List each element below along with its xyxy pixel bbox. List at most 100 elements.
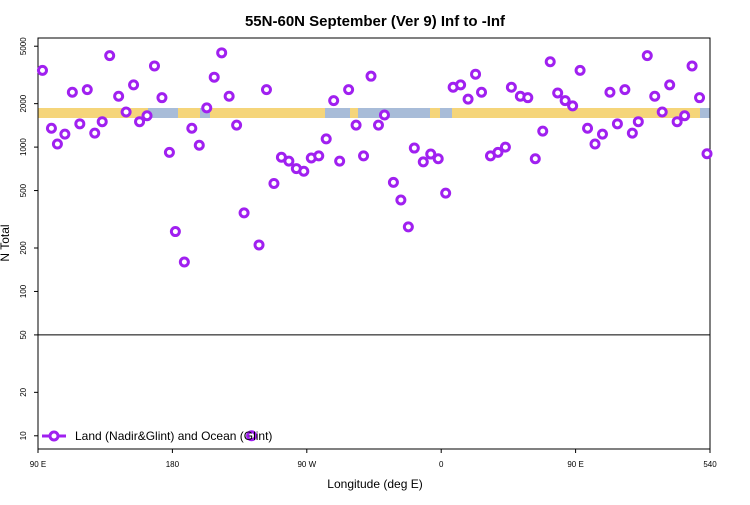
point	[372, 119, 384, 131]
point	[334, 155, 346, 167]
point	[387, 176, 399, 188]
point	[632, 116, 644, 128]
chart-title: 55N-60N September (Ver 9) Inf to -Inf	[245, 13, 506, 30]
point	[120, 106, 132, 118]
plot-frame	[37, 37, 711, 450]
x-tick-label: 90 W	[297, 460, 316, 469]
x-tick-label: 90 E	[567, 460, 583, 469]
point	[470, 68, 482, 80]
land-band	[350, 108, 358, 118]
point	[626, 127, 638, 139]
point	[378, 109, 390, 121]
point	[193, 139, 205, 151]
x-tick-label: 90 E	[30, 460, 46, 469]
point	[134, 116, 146, 128]
point	[686, 60, 698, 72]
land-band	[178, 108, 200, 118]
point	[81, 84, 93, 96]
point	[552, 87, 564, 99]
point	[679, 110, 691, 122]
point	[313, 150, 325, 162]
land-band	[430, 108, 440, 118]
point	[425, 148, 437, 160]
point	[701, 148, 713, 160]
point	[113, 90, 125, 102]
point	[216, 47, 228, 59]
point	[694, 92, 706, 104]
ocean-band	[38, 108, 710, 118]
point	[492, 146, 504, 158]
point	[432, 153, 444, 165]
point	[96, 116, 108, 128]
point	[51, 138, 63, 150]
point	[656, 106, 668, 118]
point	[522, 92, 534, 104]
point	[641, 50, 653, 62]
point	[604, 86, 616, 98]
point	[178, 256, 190, 268]
point	[664, 79, 676, 91]
point	[395, 194, 407, 206]
point	[186, 122, 198, 134]
point	[476, 86, 488, 98]
y-tick-label: 5000	[19, 37, 28, 55]
point	[328, 95, 340, 107]
point	[671, 116, 683, 128]
point	[36, 64, 48, 76]
point	[455, 79, 467, 91]
point	[201, 102, 213, 114]
point	[156, 92, 168, 104]
y-tick-label: 100	[19, 284, 28, 298]
y-tick-label: 50	[19, 330, 28, 339]
series	[36, 47, 713, 442]
point	[574, 64, 586, 76]
y-tick-label: 200	[19, 241, 28, 255]
point	[582, 122, 594, 134]
point	[408, 142, 420, 154]
point	[66, 86, 78, 98]
point	[358, 150, 370, 162]
x-tick-label: 540	[703, 460, 717, 469]
point	[223, 90, 235, 102]
point	[283, 155, 295, 167]
point	[238, 207, 250, 219]
land-band	[210, 108, 325, 118]
y-tick-label: 2000	[19, 94, 28, 112]
point	[350, 119, 362, 131]
y-tick-label: 500	[19, 183, 28, 197]
point	[231, 119, 243, 131]
point	[365, 70, 377, 82]
y-axis-label: N Total	[0, 224, 12, 261]
point	[440, 187, 452, 199]
point	[611, 118, 623, 130]
point	[649, 90, 661, 102]
x-tick-label: 180	[166, 460, 180, 469]
y-tick-label: 10	[19, 431, 28, 440]
y-tick-label: 20	[19, 387, 28, 396]
point	[402, 221, 414, 233]
legend-label: Land (Nadir&Glint) and Ocean (Glint)	[75, 429, 272, 443]
land-band	[38, 108, 148, 118]
x-tick-label: 0	[439, 460, 444, 469]
point	[246, 430, 258, 442]
point	[260, 84, 272, 96]
point	[253, 239, 265, 251]
point	[589, 138, 601, 150]
point	[208, 71, 220, 83]
point	[559, 95, 571, 107]
point	[462, 93, 474, 105]
point	[544, 56, 556, 68]
point	[59, 128, 71, 140]
point	[163, 146, 175, 158]
y-tick-label: 1000	[19, 138, 28, 156]
point	[45, 122, 57, 134]
legend-marker	[48, 430, 60, 442]
point	[148, 60, 160, 72]
land-band	[452, 108, 700, 118]
point	[619, 84, 631, 96]
land-ocean-band	[38, 108, 710, 118]
point	[89, 127, 101, 139]
point	[128, 79, 140, 91]
